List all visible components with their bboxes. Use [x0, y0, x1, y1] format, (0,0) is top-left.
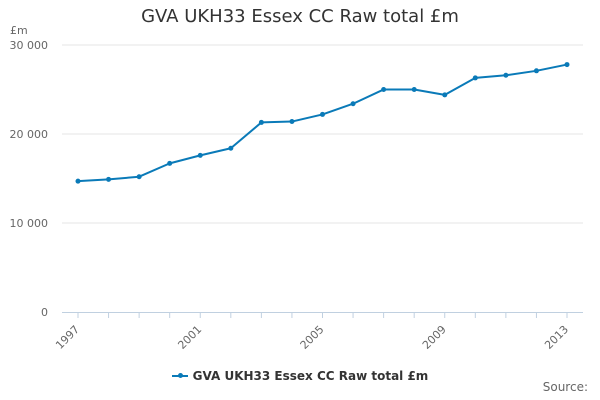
series-line — [77, 63, 568, 183]
data-point — [381, 87, 387, 92]
data-point — [258, 119, 264, 125]
data-point — [350, 101, 356, 107]
y-axis-unit-label: £m — [10, 24, 28, 37]
data-point — [75, 178, 81, 184]
x-tick-label: 2005 — [298, 323, 327, 352]
y-tick-label: 30 000 — [10, 39, 49, 52]
legend: GVA UKH33 Essex CC Raw total £m — [0, 366, 600, 383]
legend-label: GVA UKH33 Essex CC Raw total £m — [192, 369, 429, 383]
y-tick-label: 20 000 — [10, 128, 49, 141]
x-tick-label: 2009 — [420, 323, 449, 352]
data-point — [320, 111, 325, 117]
data-point — [228, 145, 234, 151]
data-point — [411, 87, 417, 92]
x-tick-label: 2001 — [175, 323, 204, 352]
data-point — [564, 62, 570, 68]
data-point — [106, 176, 112, 182]
data-point — [289, 119, 295, 125]
data-point — [503, 72, 509, 78]
y-tick-label: 0 — [41, 306, 48, 319]
x-tick-label: 2013 — [542, 323, 571, 352]
data-point — [197, 152, 203, 158]
data-point — [533, 68, 539, 74]
chart-title: GVA UKH33 Essex CC Raw total £m — [141, 6, 459, 27]
source-label: Source: — [542, 380, 588, 394]
x-tick-label: 1997 — [53, 323, 82, 352]
legend-item[interactable]: GVA UKH33 Essex CC Raw total £m — [171, 369, 429, 383]
legend-line-marker — [171, 373, 188, 378]
data-point — [167, 160, 173, 166]
data-point — [472, 75, 478, 81]
data-point — [136, 174, 142, 180]
y-tick-label: 10 000 — [10, 217, 49, 230]
data-point — [442, 92, 448, 98]
